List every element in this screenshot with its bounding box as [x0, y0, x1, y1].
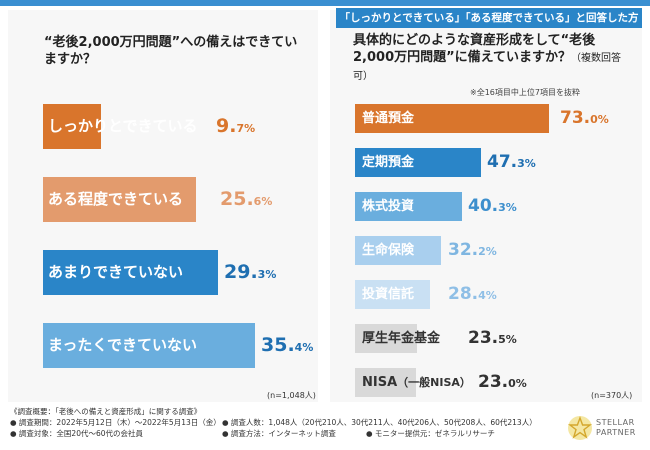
right-chart-title: 具体的にどのような資産形成をして“老後2,000万円問題”に備えていますか？（複… [353, 32, 633, 85]
right-value-integer: 28. [448, 284, 479, 304]
right-value-label: 23.5% [468, 324, 517, 354]
left-chart-title: “老後2,000万円問題”への備えはできていますか？ [44, 35, 298, 67]
right-value-integer: 73. [560, 108, 591, 128]
right-value-decimal: 3% [498, 201, 517, 214]
right-filter-banner: 「しっかりとできている」「ある程度できている」と回答した方に調査 [336, 8, 642, 44]
left-value-integer: 35. [261, 334, 295, 356]
right-value-integer: 32. [448, 240, 479, 260]
left-category-label: ある程度できている [48, 177, 183, 222]
left-category-label: しっかりとできている [48, 104, 198, 149]
top-accent-strip [0, 0, 650, 6]
right-value-integer: 40. [468, 196, 499, 216]
right-category-label: 厚生年金基金 [362, 324, 440, 353]
right-chart-note: ※全16項目中上位7項目を抜粋 [470, 88, 580, 97]
right-value-label: 73.0% [560, 104, 609, 134]
right-value-decimal: 0% [590, 113, 609, 126]
right-chart-subtitle: （複数回答可） [353, 53, 622, 82]
right-bar [355, 368, 416, 397]
right-category-text: NISA [362, 375, 398, 390]
footer-survey-target: ● 調査対象：全国20代～60代の会社員 [10, 429, 144, 438]
stellar-partner-logo [567, 415, 593, 440]
right-chart-title-main: 具体的にどのような資産形成をして“老後2,000万円問題”に備えていますか？ [353, 33, 596, 65]
right-bar [355, 236, 441, 265]
right-category-text: 株式投資 [362, 199, 415, 214]
left-category-label: あまりできていない [48, 250, 183, 295]
right-value-integer: 47. [487, 152, 518, 172]
right-value-decimal: 2% [478, 245, 497, 258]
left-value-integer: 29. [224, 261, 258, 283]
logo-text-bottom: PARTNER [596, 428, 636, 437]
footer-monitor-provider: ● モニター提供元：ゼネラルリサーチ [366, 429, 495, 438]
right-bar [355, 280, 430, 309]
right-category-label: 普通預金 [362, 104, 414, 133]
right-value-integer: 23. [478, 372, 509, 392]
right-bar [355, 324, 417, 353]
left-category-text: まったくできていない [48, 336, 197, 354]
left-value-label: 9.7% [216, 104, 255, 151]
left-bar [43, 323, 255, 368]
right-category-label: 株式投資 [362, 192, 414, 221]
right-category-label: NISA（一般NISA） [362, 368, 471, 397]
left-sample-size: (n=1,048人) [267, 391, 316, 400]
left-bar [43, 177, 196, 222]
star-emblem-icon [567, 415, 593, 440]
footer-survey-period: ● 調査期間：2022年5月12日（木）～2022年5月13日（金） [10, 418, 221, 427]
left-bar [43, 104, 101, 149]
right-category-text: 普通預金 [362, 111, 415, 126]
right-category-label: 投資信託 [362, 280, 414, 309]
right-value-label: 32.2% [448, 236, 497, 266]
right-category-text: 投資信託 [362, 287, 415, 302]
right-value-label: 23.0% [478, 368, 527, 398]
left-value-label: 29.3% [224, 250, 276, 297]
logo-text-top: STELLAR [596, 418, 635, 427]
right-category-note: （一般NISA） [397, 376, 471, 389]
footer-survey-count: ● 調査人数：1,048人（20代210人、30代211人、40代206人、50… [222, 418, 537, 427]
left-value-label: 25.6% [220, 177, 272, 224]
right-bar [355, 104, 549, 133]
left-value-integer: 9. [216, 115, 237, 137]
right-value-decimal: 0% [508, 377, 527, 390]
right-value-label: 40.3% [468, 192, 517, 222]
footer-survey-overview: 《調査概要：「老後への備えと資産形成」に関する調査》 [10, 407, 202, 416]
left-value-decimal: 6% [253, 195, 273, 208]
left-value-decimal: 7% [236, 122, 256, 135]
left-value-decimal: 4% [294, 341, 314, 354]
left-category-text: ある程度できている [48, 190, 184, 208]
right-category-text: 厚生年金基金 [362, 331, 441, 346]
left-category-text: しっかりとできている [48, 117, 198, 135]
left-category-label: まったくできていない [48, 323, 197, 368]
footer-survey-method: ● 調査方法：インターネット調査 [222, 429, 336, 438]
right-value-decimal: 5% [498, 333, 517, 346]
right-bar [355, 192, 462, 221]
right-category-text: 生命保険 [362, 243, 415, 258]
right-value-decimal: 3% [517, 157, 536, 170]
right-value-decimal: 4% [478, 289, 497, 302]
left-category-text: あまりできていない [48, 263, 184, 281]
left-value-integer: 25. [220, 188, 254, 210]
right-category-label: 生命保険 [362, 236, 414, 265]
right-bar [355, 148, 481, 177]
right-value-label: 28.4% [448, 280, 497, 310]
left-value-decimal: 3% [257, 268, 277, 281]
left-bar [43, 250, 218, 295]
right-category-text: 定期預金 [362, 155, 415, 170]
right-value-integer: 23. [468, 328, 499, 348]
right-category-label: 定期預金 [362, 148, 414, 177]
right-value-label: 47.3% [487, 148, 536, 178]
right-sample-size: (n=370人) [591, 391, 633, 400]
left-value-label: 35.4% [261, 323, 313, 370]
